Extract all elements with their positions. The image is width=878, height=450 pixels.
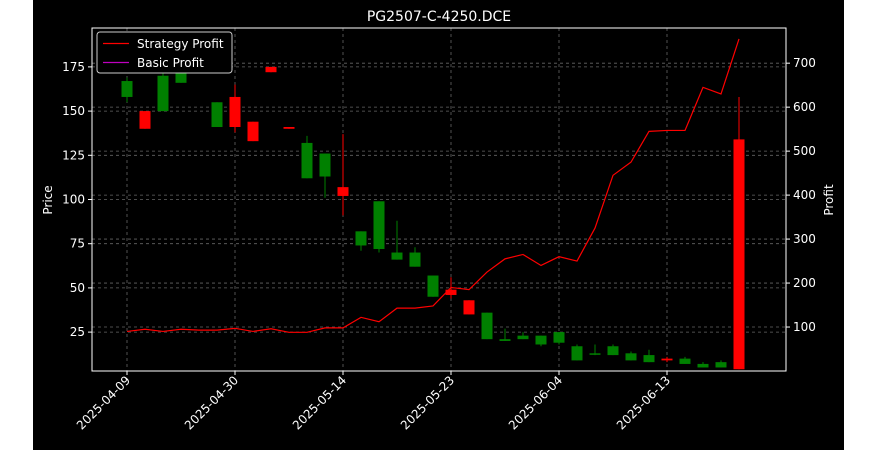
candle: [679, 356, 691, 364]
grid-lines: [92, 28, 786, 371]
left-tick-label: 150: [62, 104, 85, 118]
candle-body: [571, 346, 583, 361]
chart-title: PG2507-C-4250.DCE: [367, 9, 511, 25]
candle: [481, 312, 493, 340]
candle-body: [553, 332, 565, 343]
candle: [373, 201, 385, 253]
legend-box: [96, 31, 233, 74]
right-tick-label: 600: [793, 100, 816, 114]
candle-body: [733, 139, 745, 370]
candle-body: [283, 127, 295, 129]
candle-body: [535, 335, 547, 345]
candle-body: [301, 142, 313, 179]
candle: [589, 344, 601, 356]
candle: [211, 102, 223, 128]
candle-body: [265, 66, 277, 73]
candle: [625, 351, 637, 361]
candle-body: [517, 335, 529, 340]
legend: Strategy Profit Basic Profit: [96, 31, 233, 74]
candle-body: [481, 312, 493, 340]
candle-body: [625, 353, 637, 361]
legend-label-strategy: Strategy Profit: [137, 37, 224, 51]
right-tick-label: 200: [793, 276, 816, 290]
candle: [355, 231, 367, 251]
candle: [463, 300, 475, 315]
candle-body: [661, 358, 673, 361]
candle-body: [589, 353, 601, 355]
candle: [283, 127, 295, 129]
candle-body: [373, 201, 385, 250]
candle-body: [337, 187, 349, 196]
candle: [715, 360, 727, 368]
left-tick-label: 50: [70, 281, 85, 295]
candle: [535, 335, 547, 347]
candle-body: [157, 75, 169, 112]
candle-body: [499, 339, 511, 341]
candle-body: [463, 300, 475, 315]
candle: [571, 344, 583, 361]
candle-body: [319, 153, 331, 177]
candle: [661, 356, 673, 363]
candle-body: [697, 363, 709, 368]
left-tick-label: 175: [62, 60, 85, 74]
candle-body: [445, 289, 457, 295]
figure-background: [33, 0, 844, 450]
candle: [337, 134, 349, 216]
candle: [247, 121, 259, 142]
left-axis: 25 50 75 100 125 150 175: [62, 60, 92, 339]
left-tick-label: 25: [70, 325, 85, 339]
profit-lines: [126, 38, 740, 333]
candle: [391, 220, 403, 260]
right-tick-label: 100: [793, 320, 816, 334]
candle: [733, 96, 745, 370]
candle: [229, 84, 241, 133]
candle-body: [409, 252, 421, 267]
candle: [409, 247, 421, 267]
candle-body: [121, 81, 133, 97]
candle-body: [679, 358, 691, 364]
left-tick-label: 75: [70, 237, 85, 251]
right-tick-label: 400: [793, 188, 816, 202]
right-axis: 100 200 300 400 500 600 700: [786, 56, 816, 334]
right-axis-label: Profit: [822, 184, 836, 216]
candle: [121, 77, 133, 103]
candle: [427, 275, 439, 297]
left-tick-label: 100: [62, 193, 85, 207]
candle: [139, 111, 151, 129]
right-tick-label: 500: [793, 144, 816, 158]
candle: [265, 66, 277, 73]
candle-body: [247, 121, 259, 142]
candle-body: [643, 355, 655, 363]
left-tick-label: 125: [62, 148, 85, 162]
series-line-strategy-profit: [126, 38, 740, 333]
candle-body: [427, 275, 439, 297]
candle: [499, 328, 511, 341]
candle: [517, 332, 529, 340]
candle: [301, 135, 313, 179]
candle: [553, 332, 565, 345]
candle: [607, 344, 619, 356]
candle-body: [229, 96, 241, 128]
candle-body: [607, 346, 619, 356]
candle: [319, 153, 331, 198]
candle: [643, 349, 655, 363]
candle-body: [355, 231, 367, 246]
candle: [157, 72, 169, 112]
right-tick-label: 700: [793, 56, 816, 70]
candle-body: [391, 252, 403, 260]
legend-label-basic: Basic Profit: [137, 56, 204, 70]
candle-body: [211, 102, 223, 128]
candle: [697, 362, 709, 368]
left-axis-label: Price: [41, 185, 55, 214]
candle-body: [139, 111, 151, 129]
candle-body: [715, 362, 727, 368]
right-tick-label: 300: [793, 232, 816, 246]
